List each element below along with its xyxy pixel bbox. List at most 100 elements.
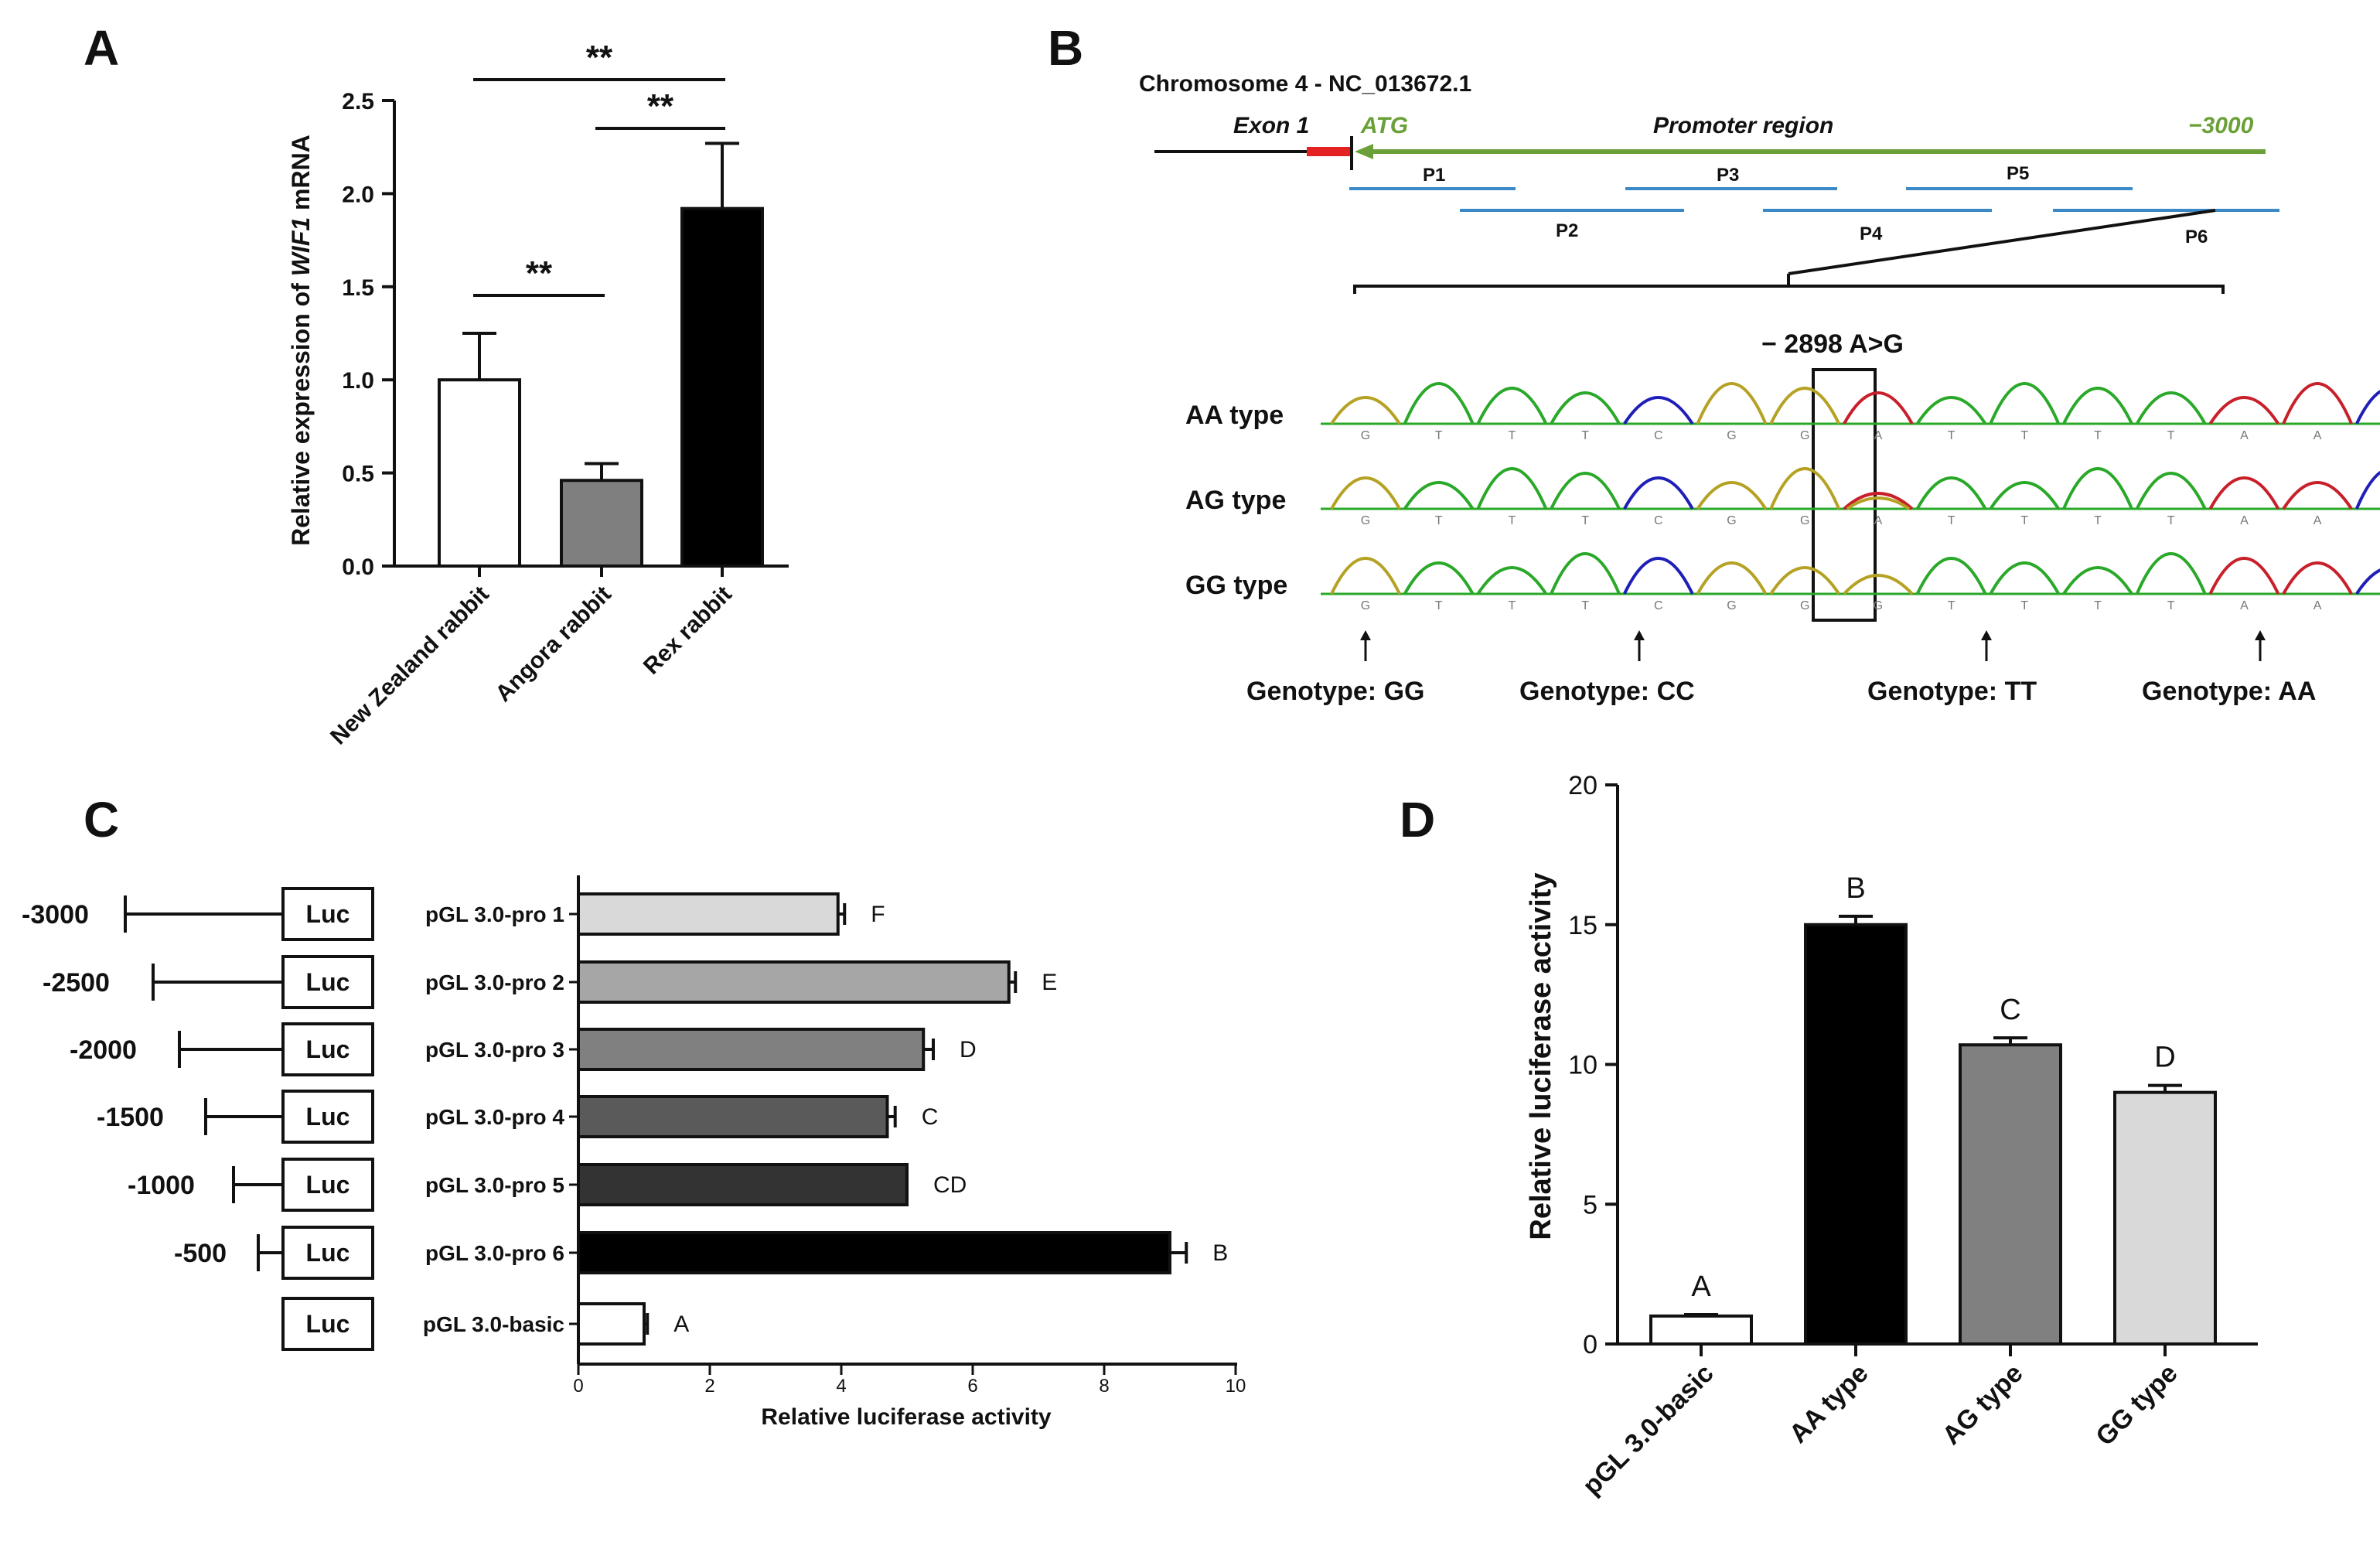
base-call: A: [2240, 514, 2249, 527]
significance-letter: A: [673, 1312, 689, 1337]
arrow-up-icon: [1981, 630, 1992, 640]
trace-peak: [1550, 472, 1621, 510]
position-label: -2000: [70, 1035, 137, 1065]
base-call: T: [1509, 514, 1516, 527]
trace-peak: [2354, 390, 2380, 425]
base-call: A: [2314, 514, 2322, 527]
base-call: T: [1435, 429, 1443, 442]
base-call: G: [1361, 429, 1370, 442]
promoter-label: Promoter region: [1653, 113, 1833, 138]
position-label: -1500: [97, 1103, 164, 1132]
luc-label: Luc: [306, 1103, 350, 1131]
bar: [577, 1302, 646, 1346]
bar: [577, 1231, 1171, 1274]
luc-box: [281, 1090, 374, 1144]
trace-peak: [1846, 496, 1911, 510]
arrow-up-icon: [1634, 630, 1645, 640]
trace-peak: [1476, 387, 1548, 425]
arrow-up-icon: [2255, 630, 2266, 640]
trace-peak: [2354, 470, 2380, 510]
panel-a-y-axis-title: Relative expression of WIF1 mRNA: [287, 135, 315, 546]
x-tick-label: 8: [1099, 1376, 1109, 1397]
x-tick-label: 2: [704, 1376, 714, 1397]
fragment-label: P5: [2007, 163, 2029, 184]
zoom-connector: [1788, 209, 2216, 275]
genotype-type-label: GG type: [1185, 571, 1287, 600]
luc-label: Luc: [306, 1310, 350, 1338]
exon-label: Exon 1: [1233, 113, 1309, 138]
panel-d: D Relative luciferase activity 05101520 …: [1400, 771, 2258, 1501]
panel-label-d: D: [1400, 792, 1435, 848]
trace-peak: [1989, 561, 2061, 595]
trace-peak: [2282, 481, 2353, 510]
base-call: G: [1800, 599, 1809, 612]
trace-peak: [2135, 391, 2207, 425]
y-tick-label: 10: [1568, 1051, 1597, 1080]
base-call: A: [2314, 599, 2322, 612]
significance-letter: C: [922, 1104, 939, 1130]
arrow-up-icon: [1360, 630, 1371, 640]
promoter-arrow-icon: [1355, 144, 1373, 159]
chromatograms: GTTTCGGATTTTAACGTTTCGGATTTTAACGTTTCGGGTT…: [1321, 382, 2380, 612]
construct-name: pGL 3.0-pro 2: [425, 970, 564, 994]
trace-peak: [2062, 387, 2133, 425]
snp-label: − 2898 A>G: [1761, 329, 1904, 359]
construct-name: pGL 3.0-pro 5: [425, 1173, 564, 1197]
trace-peak: [1915, 396, 1987, 425]
significance-letter: A: [1691, 1271, 1711, 1303]
category-label: AG type: [1937, 1359, 2029, 1451]
trace-peak: [1550, 391, 1621, 425]
trace-peak: [1915, 476, 1987, 510]
base-call: G: [1361, 599, 1370, 612]
panel-c-x-ticks: 0 2 4 6 8 10: [573, 1364, 1246, 1397]
panel-a-significance: ** ** **: [473, 39, 725, 297]
trace-peak: [1330, 396, 1401, 425]
significance-letter: E: [1042, 970, 1057, 995]
base-call: A: [2240, 429, 2249, 442]
luc-box: [281, 955, 374, 1009]
trace-peak: [1843, 492, 1914, 510]
position-label: -2500: [43, 968, 110, 998]
significance-letter: F: [871, 902, 885, 927]
base-call: G: [1800, 514, 1809, 527]
trace-peak: [2282, 561, 2353, 595]
base-call: C: [1654, 599, 1663, 612]
x-tick-label: 6: [967, 1376, 977, 1397]
construct-name: pGL 3.0-pro 6: [425, 1241, 564, 1265]
luc-box: [281, 1297, 374, 1351]
fragment-label: P2: [1556, 220, 1578, 241]
y-tick-label: 1.5: [342, 275, 374, 301]
y-tick-label: 2.0: [342, 182, 374, 207]
ylabel-suffix: mRNA: [287, 135, 315, 217]
base-call: G: [1361, 514, 1370, 527]
trace-peak: [1403, 561, 1475, 595]
trace-peak: [1696, 382, 1768, 425]
trace-peak: [2208, 557, 2280, 595]
trace-peak: [2062, 566, 2133, 595]
genotype-label: Genotype: TT: [1867, 677, 2037, 706]
trace-peak: [1403, 481, 1475, 510]
x-tick-label: 4: [836, 1376, 846, 1397]
trace-peak: [1989, 481, 2060, 510]
panel-label-a: A: [84, 20, 119, 76]
ylabel-prefix: Relative expression of: [287, 276, 315, 546]
trace-peak: [2062, 467, 2133, 510]
base-call: T: [1509, 429, 1516, 442]
trace-peak: [2208, 396, 2280, 425]
panel-a: A Relative expression of WIF1 mRNA 0.00.…: [84, 20, 789, 749]
luc-label: Luc: [306, 1239, 350, 1267]
y-tick-label: 15: [1568, 911, 1597, 940]
category-label: Rex rabbit: [639, 582, 737, 680]
luc-label: Luc: [306, 1035, 350, 1063]
ylabel-gene: WIF1: [287, 217, 315, 276]
base-call: G: [1727, 429, 1736, 442]
bar: [577, 1163, 909, 1206]
base-call: C: [1654, 429, 1663, 442]
panel-d-y-ticks: 0 5 10 15 20: [1568, 771, 1618, 1359]
base-call: T: [1581, 599, 1589, 612]
significance-letter: D: [960, 1037, 977, 1063]
x-tick-label: 0: [573, 1376, 583, 1397]
significance-letter: B: [1212, 1240, 1228, 1266]
